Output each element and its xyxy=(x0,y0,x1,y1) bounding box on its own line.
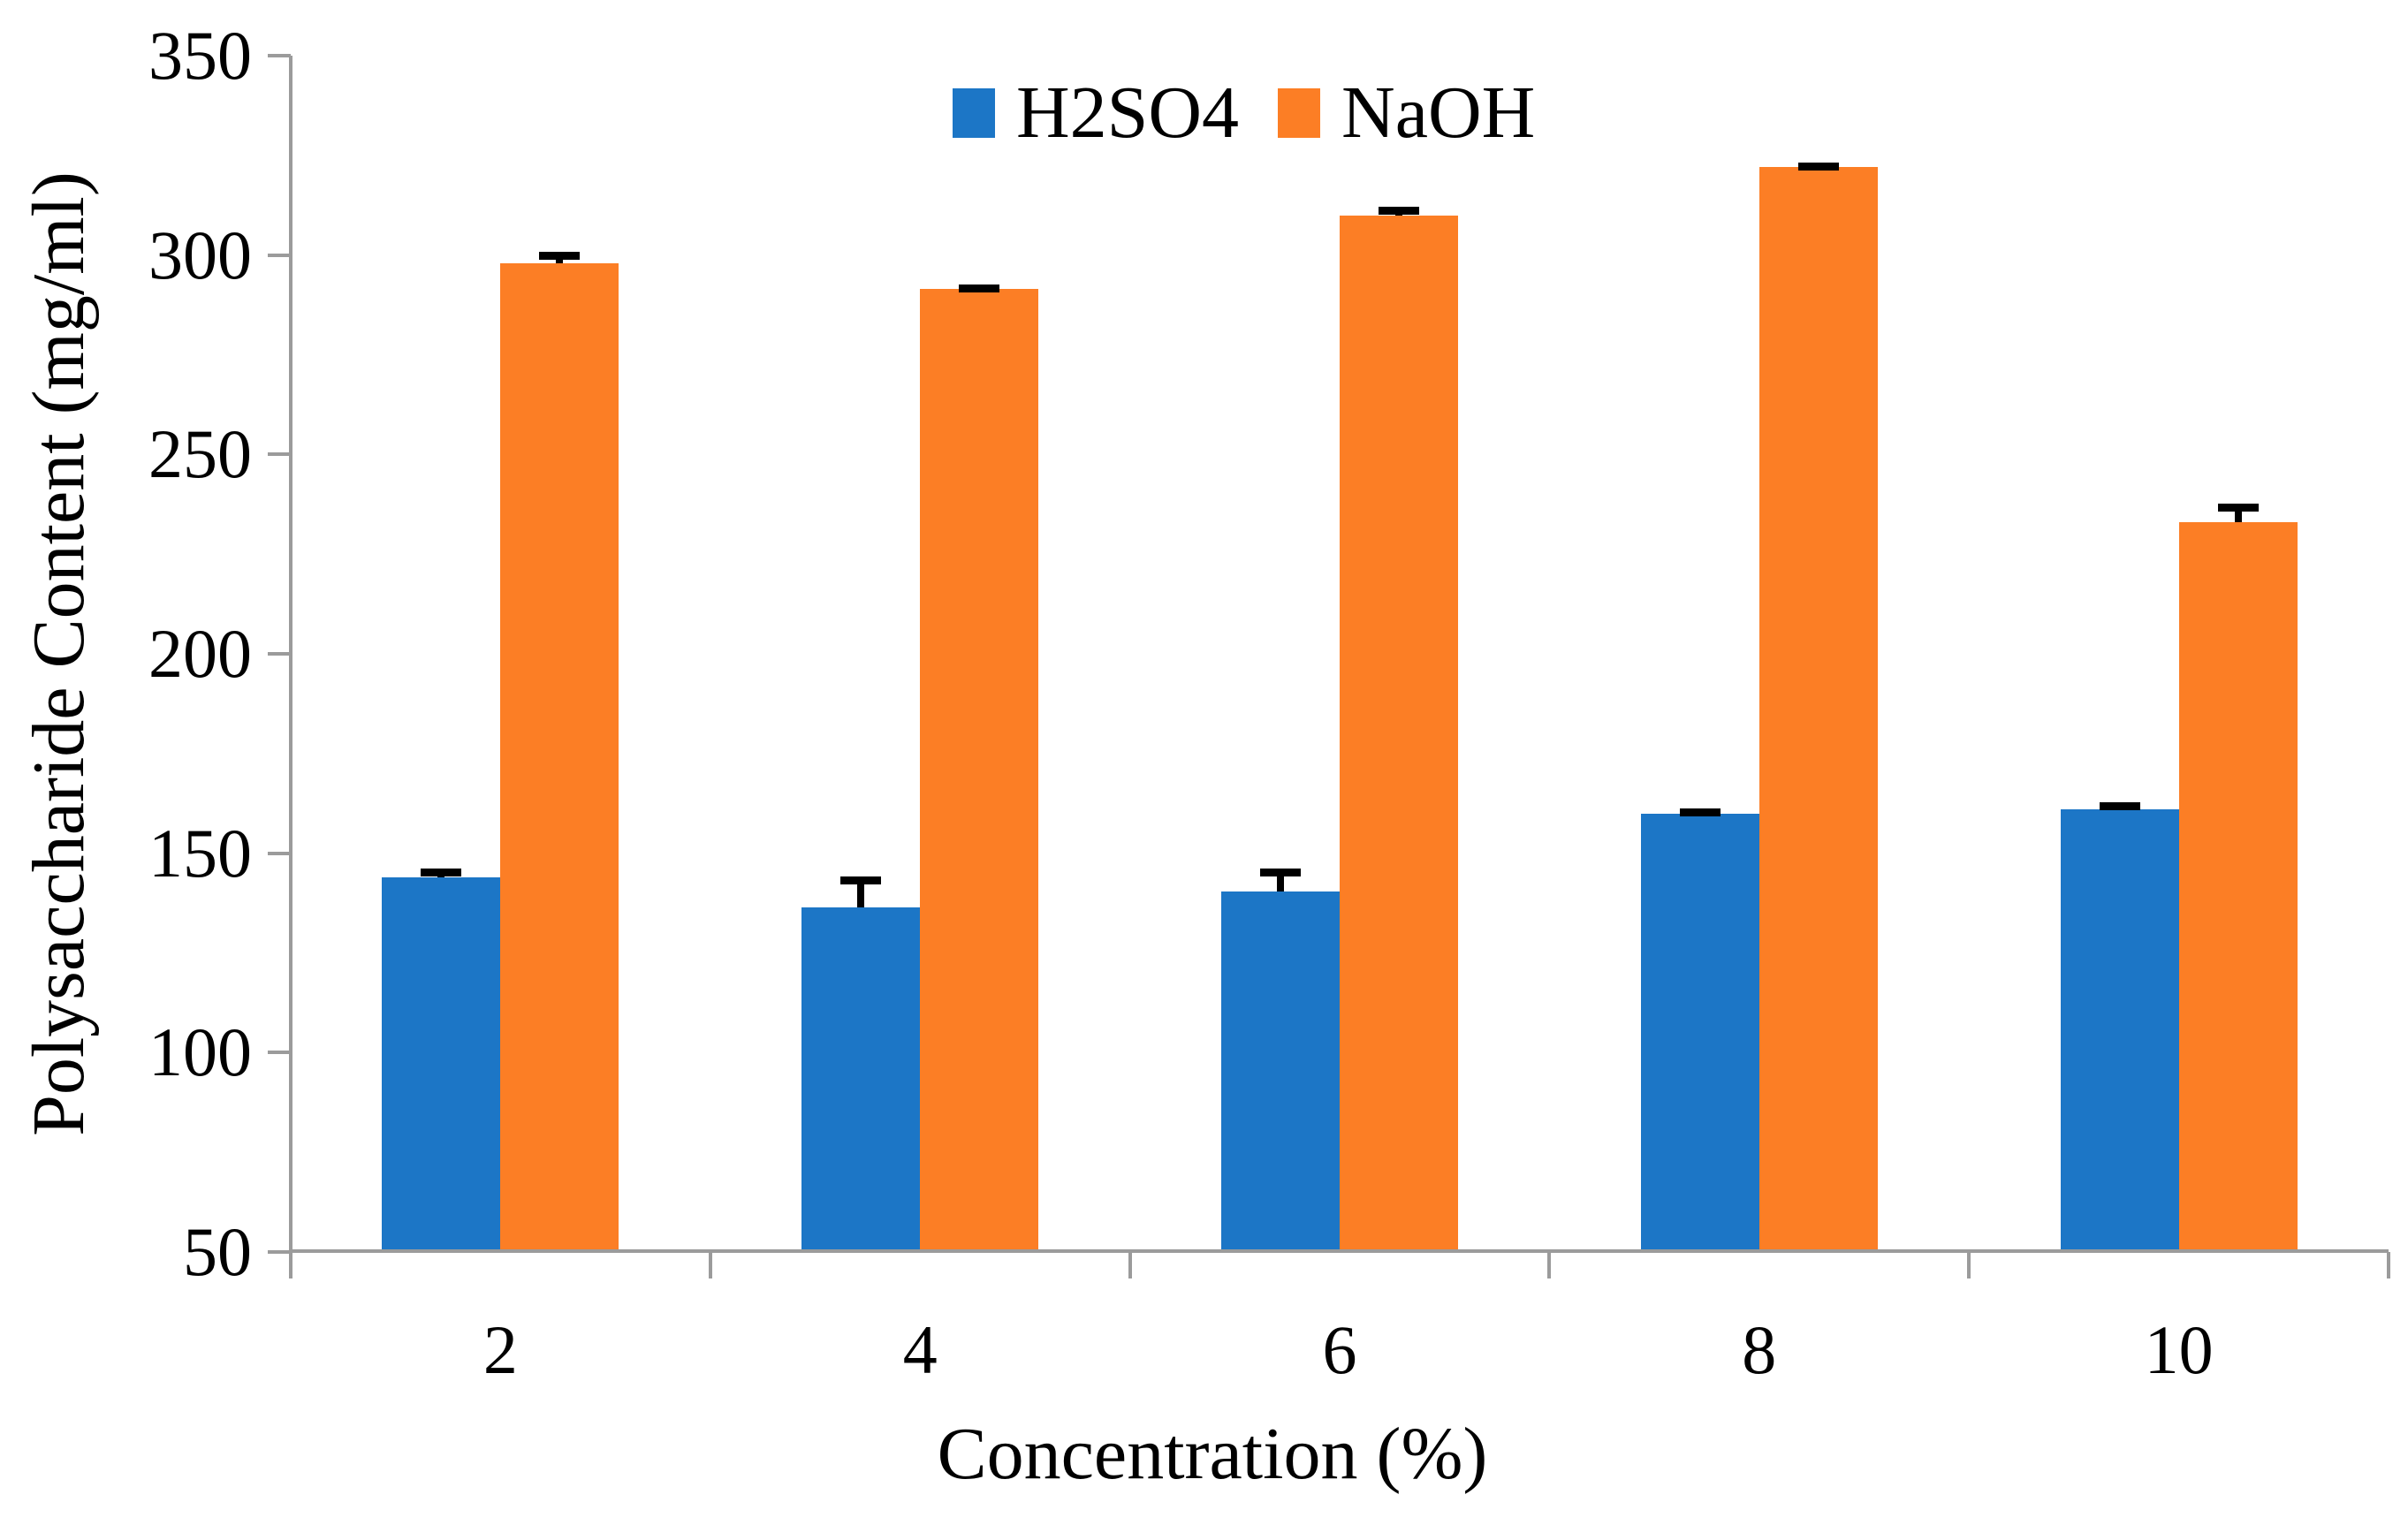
x-axis-tick xyxy=(1967,1252,1971,1278)
bar-h2so4-6 xyxy=(1221,891,1340,1252)
y-axis-tick xyxy=(268,1051,291,1055)
bar-naoh-2 xyxy=(500,262,619,1252)
error-bar-cap-h2so4-8 xyxy=(1679,808,1721,817)
bar-naoh-8 xyxy=(1759,167,1878,1252)
error-bar-stem-h2so4-4 xyxy=(857,876,865,907)
error-bar-cap-h2so4-6 xyxy=(1260,868,1301,876)
legend-label-naoh: NaOH xyxy=(1341,72,1536,154)
bar-h2so4-8 xyxy=(1640,813,1759,1252)
y-axis-line xyxy=(289,56,292,1278)
x-axis-tick-label: 2 xyxy=(482,1311,518,1388)
x-axis-tick xyxy=(2387,1252,2390,1278)
y-axis-tick xyxy=(268,851,291,855)
legend-swatch-h2so4-icon xyxy=(953,88,995,138)
x-axis-tick xyxy=(1128,1252,1132,1278)
x-axis-line xyxy=(291,1249,2389,1253)
error-bar-stem-h2so4-6 xyxy=(1277,869,1284,891)
y-axis-tick-label: 300 xyxy=(148,216,252,293)
y-axis-tick xyxy=(268,253,291,257)
y-axis-tick-label: 200 xyxy=(148,615,252,692)
y-axis-tick xyxy=(268,1250,291,1254)
error-bar-cap-naoh-10 xyxy=(2217,503,2259,512)
x-axis-tick-label: 10 xyxy=(2144,1311,2214,1388)
y-axis-tick-label: 350 xyxy=(148,17,252,94)
error-bar-cap-h2so4-10 xyxy=(2099,802,2140,811)
x-axis-tick-label: 6 xyxy=(1322,1311,1357,1388)
legend-swatch-naoh-icon xyxy=(1278,88,1321,138)
error-bar-stem-naoh-10 xyxy=(2234,504,2242,523)
bar-naoh-6 xyxy=(1340,215,1458,1252)
error-bar-cap-naoh-6 xyxy=(1379,206,1419,215)
bar-h2so4-10 xyxy=(2060,809,2179,1252)
x-axis-tick xyxy=(1547,1252,1552,1278)
y-axis-tick-label: 100 xyxy=(148,1013,252,1091)
y-axis-tick-label: 150 xyxy=(148,814,252,891)
y-axis-tick xyxy=(268,652,291,656)
error-bar-cap-naoh-8 xyxy=(1797,162,1839,171)
x-axis-tick xyxy=(708,1252,712,1278)
y-axis-tick xyxy=(268,54,291,57)
bar-naoh-4 xyxy=(920,289,1039,1252)
x-axis-title: Concentration (%) xyxy=(937,1413,1488,1495)
error-bar-cap-h2so4-4 xyxy=(840,876,882,884)
error-bar-cap-naoh-2 xyxy=(539,252,581,261)
x-axis-tick-label: 8 xyxy=(1742,1311,1777,1388)
y-axis-tick-label: 250 xyxy=(148,415,252,493)
chart-legend: H2SO4 NaOH xyxy=(953,76,1535,150)
bar-h2so4-4 xyxy=(801,907,921,1252)
error-bar-cap-naoh-4 xyxy=(959,284,1000,292)
x-axis-tick-label: 4 xyxy=(902,1311,938,1388)
bar-naoh-10 xyxy=(2178,522,2298,1252)
bar-h2so4-2 xyxy=(382,876,501,1252)
error-bar-cap-h2so4-2 xyxy=(421,868,462,876)
y-axis-tick-label: 50 xyxy=(183,1213,252,1290)
legend-label-h2so4: H2SO4 xyxy=(1016,72,1240,154)
y-axis-tick xyxy=(268,452,291,457)
